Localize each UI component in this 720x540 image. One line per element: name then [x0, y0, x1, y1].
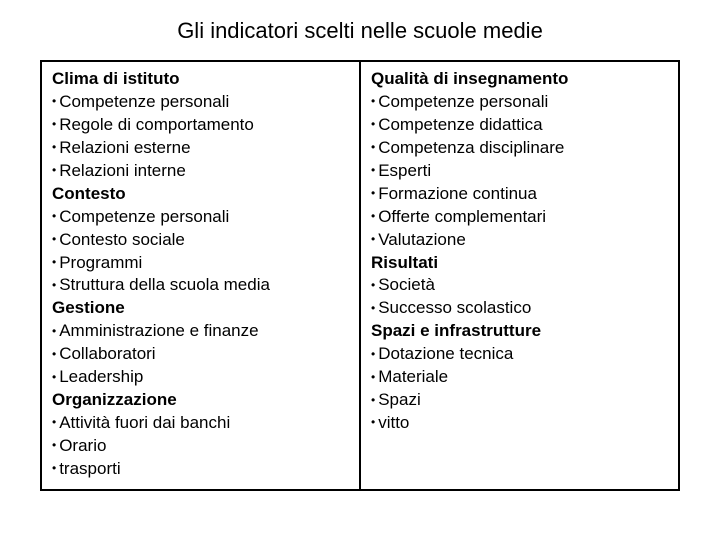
list-item-label: Orario	[59, 436, 106, 455]
list-item: •Competenze personali	[52, 91, 349, 114]
list-item: •Successo scolastico	[371, 297, 668, 320]
bullet-icon: •	[371, 300, 375, 316]
list-item: •Regole di comportamento	[52, 114, 349, 137]
bullet-icon: •	[52, 460, 56, 476]
bullet-icon: •	[371, 208, 375, 224]
list-item: •Dotazione tecnica	[371, 343, 668, 366]
bullet-icon: •	[371, 93, 375, 109]
list-item: •Orario	[52, 435, 349, 458]
group-heading: Spazi e infrastrutture	[371, 320, 668, 343]
slide-title: Gli indicatori scelti nelle scuole medie	[40, 18, 680, 44]
group-heading: Contesto	[52, 183, 349, 206]
list-item: •Competenze personali	[371, 91, 668, 114]
list-item-label: Leadership	[59, 367, 143, 386]
group-heading: Gestione	[52, 297, 349, 320]
column-left: Clima di istituto•Competenze personali•R…	[41, 61, 360, 490]
list-item-label: Competenza disciplinare	[378, 138, 564, 157]
bullet-icon: •	[371, 139, 375, 155]
list-item-label: Attività fuori dai banchi	[59, 413, 230, 432]
list-item: •vitto	[371, 412, 668, 435]
list-item: •Competenze didattica	[371, 114, 668, 137]
bullet-icon: •	[52, 231, 56, 247]
list-item: •Competenze personali	[52, 206, 349, 229]
bullet-icon: •	[52, 254, 56, 270]
bullet-icon: •	[52, 346, 56, 362]
list-item-label: Esperti	[378, 161, 431, 180]
list-item: •Attività fuori dai banchi	[52, 412, 349, 435]
bullet-icon: •	[371, 414, 375, 430]
list-item: •Formazione continua	[371, 183, 668, 206]
list-item-label: Offerte complementari	[378, 207, 546, 226]
list-item-label: Programmi	[59, 253, 142, 272]
group-heading: Risultati	[371, 252, 668, 275]
list-item-label: Competenze personali	[378, 92, 548, 111]
list-item: •Società	[371, 274, 668, 297]
bullet-icon: •	[371, 231, 375, 247]
bullet-icon: •	[52, 323, 56, 339]
list-item: •Relazioni esterne	[52, 137, 349, 160]
bullet-icon: •	[52, 369, 56, 385]
bullet-icon: •	[371, 369, 375, 385]
bullet-icon: •	[52, 93, 56, 109]
bullet-icon: •	[52, 208, 56, 224]
content-table: Clima di istituto•Competenze personali•R…	[40, 60, 680, 491]
list-item-label: Collaboratori	[59, 344, 155, 363]
list-item-label: Contesto sociale	[59, 230, 185, 249]
list-item-label: Amministrazione e finanze	[59, 321, 258, 340]
list-item-label: Competenze didattica	[378, 115, 542, 134]
list-item-label: Competenze personali	[59, 92, 229, 111]
bullet-icon: •	[371, 185, 375, 201]
bullet-icon: •	[52, 139, 56, 155]
list-item-label: Successo scolastico	[378, 298, 531, 317]
list-item-label: Relazioni esterne	[59, 138, 190, 157]
list-item: •Competenza disciplinare	[371, 137, 668, 160]
list-item-label: Materiale	[378, 367, 448, 386]
list-item-label: Regole di comportamento	[59, 115, 254, 134]
bullet-icon: •	[52, 414, 56, 430]
list-item: •Materiale	[371, 366, 668, 389]
list-item-label: trasporti	[59, 459, 120, 478]
column-right: Qualità di insegnamento•Competenze perso…	[360, 61, 679, 490]
bullet-icon: •	[371, 346, 375, 362]
list-item-label: Relazioni interne	[59, 161, 186, 180]
group-heading: Organizzazione	[52, 389, 349, 412]
bullet-icon: •	[371, 162, 375, 178]
list-item: •Collaboratori	[52, 343, 349, 366]
slide: Gli indicatori scelti nelle scuole medie…	[0, 0, 720, 540]
list-item: •Offerte complementari	[371, 206, 668, 229]
list-item-label: Valutazione	[378, 230, 466, 249]
list-item: •Contesto sociale	[52, 229, 349, 252]
list-item: •Relazioni interne	[52, 160, 349, 183]
list-item-label: Formazione continua	[378, 184, 537, 203]
group-heading: Qualità di insegnamento	[371, 68, 668, 91]
bullet-icon: •	[371, 392, 375, 408]
list-item-label: vitto	[378, 413, 409, 432]
group-heading: Clima di istituto	[52, 68, 349, 91]
list-item: •Spazi	[371, 389, 668, 412]
bullet-icon: •	[52, 162, 56, 178]
list-item-label: Competenze personali	[59, 207, 229, 226]
bullet-icon: •	[52, 116, 56, 132]
list-item: •Valutazione	[371, 229, 668, 252]
list-item: •trasporti	[52, 458, 349, 481]
list-item: •Amministrazione e finanze	[52, 320, 349, 343]
list-item: •Leadership	[52, 366, 349, 389]
bullet-icon: •	[52, 437, 56, 453]
list-item-label: Spazi	[378, 390, 421, 409]
list-item-label: Società	[378, 275, 435, 294]
bullet-icon: •	[371, 116, 375, 132]
bullet-icon: •	[52, 277, 56, 293]
list-item: •Struttura della scuola media	[52, 274, 349, 297]
list-item: •Programmi	[52, 252, 349, 275]
list-item-label: Dotazione tecnica	[378, 344, 513, 363]
list-item: •Esperti	[371, 160, 668, 183]
bullet-icon: •	[371, 277, 375, 293]
list-item-label: Struttura della scuola media	[59, 275, 270, 294]
